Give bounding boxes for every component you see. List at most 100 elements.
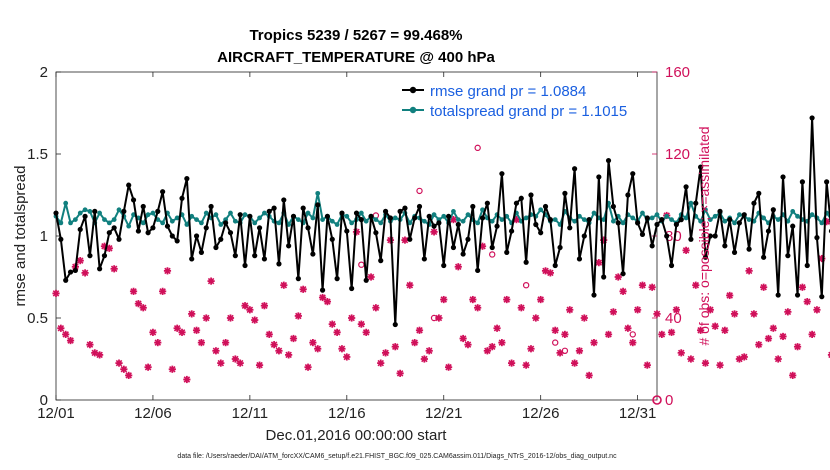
obs-assimilated-marker — [566, 306, 574, 314]
rmse-point — [416, 203, 423, 210]
spread-point — [523, 215, 529, 221]
obs-assimilated-marker — [546, 269, 554, 277]
obs-assimilated-marker — [764, 334, 773, 343]
spread-point — [669, 217, 674, 223]
rmse-point — [208, 203, 214, 210]
obs-assimilated-marker — [551, 326, 559, 334]
spread-point — [169, 218, 175, 224]
rmse-point — [150, 225, 156, 231]
rmse-point — [252, 253, 258, 259]
rmse-point — [489, 244, 495, 251]
rmse-point — [441, 262, 447, 269]
rmse-point — [654, 221, 660, 228]
rmse-point — [53, 210, 59, 216]
rmse-point — [702, 254, 709, 260]
rmse-point — [455, 221, 461, 228]
obs-assimilated-marker — [692, 281, 700, 289]
rmse-point — [780, 174, 786, 180]
obs-assimilated-marker — [793, 343, 802, 351]
rmse-point — [557, 244, 563, 251]
obs-assimilated-marker — [246, 306, 254, 314]
obs-assimilated-marker — [527, 345, 535, 353]
rmse-point — [668, 262, 675, 269]
obs-assimilated-marker — [217, 359, 225, 367]
rmse-point — [746, 246, 752, 252]
y-right-tick-label: 40 — [665, 310, 682, 327]
spread-point — [378, 220, 384, 226]
rmse-point — [329, 236, 335, 242]
rmse-point — [741, 212, 747, 218]
rmse-point — [402, 205, 408, 211]
obs-assimilated-marker — [590, 339, 598, 347]
rmse-point — [542, 203, 549, 210]
spread-point — [373, 217, 379, 223]
rmse-point — [639, 231, 646, 237]
obs-assimilated-marker — [440, 295, 448, 304]
obs-assimilated-marker — [711, 322, 719, 330]
rmse-point — [484, 200, 490, 206]
rmse-point — [610, 203, 616, 210]
rmse-point — [693, 200, 699, 206]
rmse-point — [504, 249, 510, 255]
rmse-point — [799, 179, 806, 185]
obs-assimilated-marker — [648, 283, 656, 291]
obs-assimilated-marker — [459, 334, 467, 343]
obs-assimilated-marker — [163, 267, 172, 275]
obs-assimilated-marker — [667, 328, 676, 336]
obs-assimilated-marker — [377, 359, 385, 367]
rmse-point — [130, 197, 137, 203]
rmse-point — [465, 236, 471, 242]
rmse-point — [87, 253, 93, 259]
obs-assimilated-marker — [81, 269, 89, 277]
spread-point — [218, 222, 224, 227]
obs-assimilated-marker — [76, 257, 84, 265]
obs-assimilated-marker — [149, 328, 157, 336]
rmse-point — [286, 243, 292, 249]
obs-assimilated-marker — [774, 355, 782, 363]
obs-assimilated-marker — [183, 375, 191, 384]
obs-assimilated-marker — [260, 302, 269, 310]
obs-assimilated-marker — [328, 320, 336, 328]
rmse-point — [305, 225, 311, 231]
rmse-point — [552, 262, 558, 269]
obs-assimilated-marker — [309, 339, 317, 347]
rmse-point — [770, 207, 776, 213]
rmse-point — [659, 217, 665, 223]
y-right-tick-label: 160 — [665, 64, 690, 81]
rmse-point — [649, 243, 655, 249]
legend-spread-marker — [409, 106, 417, 114]
rmse-point — [378, 258, 384, 264]
rmse-point — [572, 166, 578, 172]
rmse-point — [533, 221, 539, 228]
y-axis-left: 0 0.5 1 1.5 2 — [27, 64, 61, 409]
x-tick-label: 12/01 — [37, 405, 75, 422]
rmse-point — [339, 210, 345, 216]
spread-point — [87, 209, 93, 214]
spread-point — [601, 217, 607, 223]
rmse-point — [349, 285, 355, 292]
rmse-point — [547, 217, 553, 223]
rmse-point — [785, 253, 791, 259]
spread-point — [116, 207, 122, 213]
spread-point — [572, 218, 578, 224]
obs-assimilated-marker — [154, 339, 162, 347]
obs-assimilated-marker — [255, 361, 264, 369]
spread-point — [140, 220, 146, 226]
y-tick-label: 0 — [40, 392, 48, 409]
spread-point — [775, 217, 781, 223]
x-tick-label: 12/06 — [134, 405, 172, 422]
rmse-point — [513, 200, 520, 206]
rmse-point — [295, 276, 301, 282]
obs-assimilated-marker — [212, 347, 220, 355]
obs-assimilated-marker — [532, 314, 540, 322]
spread-point — [683, 215, 689, 221]
spread-point — [552, 217, 558, 223]
spread-point — [392, 215, 398, 221]
spread-point — [790, 209, 796, 214]
rmse-point — [319, 287, 326, 293]
rmse-point — [290, 213, 297, 219]
rmse-point — [266, 208, 272, 214]
rmse-point — [605, 157, 612, 164]
spread-point — [421, 218, 427, 224]
obs-assimilated-marker — [619, 287, 627, 295]
